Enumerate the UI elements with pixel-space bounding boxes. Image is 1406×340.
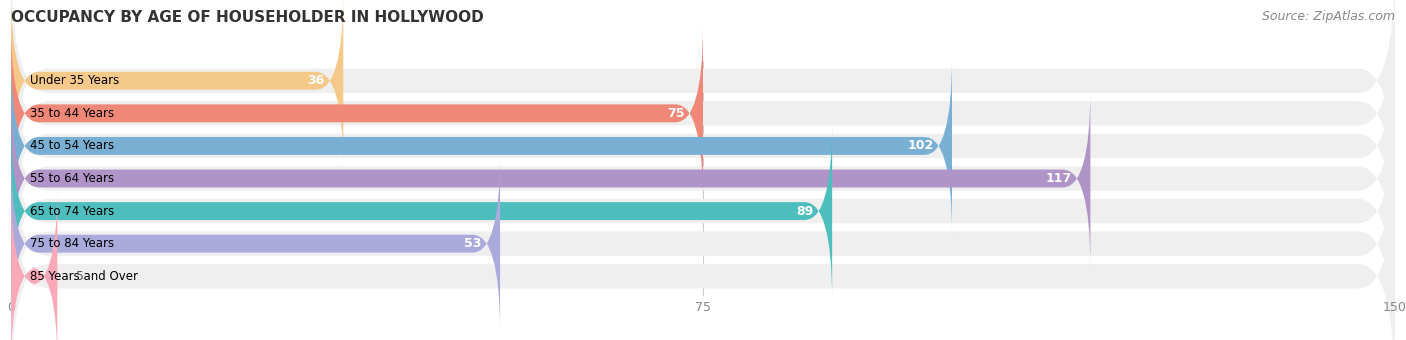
FancyBboxPatch shape bbox=[11, 93, 1395, 329]
Text: 89: 89 bbox=[796, 205, 814, 218]
FancyBboxPatch shape bbox=[11, 125, 1395, 340]
Text: OCCUPANCY BY AGE OF HOUSEHOLDER IN HOLLYWOOD: OCCUPANCY BY AGE OF HOUSEHOLDER IN HOLLY… bbox=[11, 10, 484, 25]
Text: 117: 117 bbox=[1046, 172, 1071, 185]
FancyBboxPatch shape bbox=[11, 24, 703, 202]
FancyBboxPatch shape bbox=[11, 155, 501, 333]
Text: Under 35 Years: Under 35 Years bbox=[30, 74, 120, 87]
Text: 53: 53 bbox=[464, 237, 482, 250]
FancyBboxPatch shape bbox=[11, 0, 1395, 232]
FancyBboxPatch shape bbox=[11, 57, 952, 235]
Text: 35 to 44 Years: 35 to 44 Years bbox=[30, 107, 114, 120]
Text: 5: 5 bbox=[76, 270, 84, 283]
Text: 102: 102 bbox=[907, 139, 934, 152]
FancyBboxPatch shape bbox=[11, 28, 1395, 264]
FancyBboxPatch shape bbox=[11, 0, 343, 170]
Text: Source: ZipAtlas.com: Source: ZipAtlas.com bbox=[1261, 10, 1395, 23]
Text: 45 to 54 Years: 45 to 54 Years bbox=[30, 139, 114, 152]
FancyBboxPatch shape bbox=[11, 187, 58, 340]
Text: 85 Years and Over: 85 Years and Over bbox=[30, 270, 138, 283]
FancyBboxPatch shape bbox=[11, 0, 1395, 199]
Text: 75: 75 bbox=[666, 107, 685, 120]
Text: 65 to 74 Years: 65 to 74 Years bbox=[30, 205, 114, 218]
Text: 75 to 84 Years: 75 to 84 Years bbox=[30, 237, 114, 250]
Text: 55 to 64 Years: 55 to 64 Years bbox=[30, 172, 114, 185]
FancyBboxPatch shape bbox=[11, 90, 1091, 267]
FancyBboxPatch shape bbox=[11, 158, 1395, 340]
Text: 36: 36 bbox=[308, 74, 325, 87]
FancyBboxPatch shape bbox=[11, 61, 1395, 296]
FancyBboxPatch shape bbox=[11, 122, 832, 300]
